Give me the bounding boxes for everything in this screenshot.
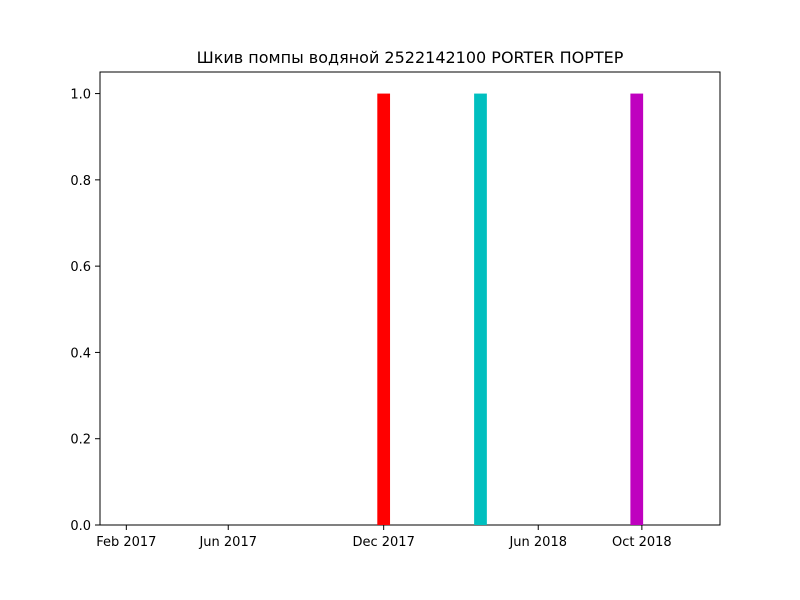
y-axis: 0.0 0.2 0.4 0.6 0.8 1.0 <box>70 88 100 534</box>
y-tick-label-4: 0.8 <box>70 174 91 189</box>
y-tick-label-2: 0.4 <box>70 346 91 361</box>
y-tick-label-0: 0.0 <box>70 519 91 534</box>
bar-2 <box>630 93 644 526</box>
plot-frame <box>99 71 721 526</box>
y-tick-label-1: 0.2 <box>70 433 91 448</box>
x-axis: Feb 2017 Jun 2017 Dec 2017 Jun 2018 Oct 2018 <box>96 525 672 550</box>
y-tick-label-3: 0.6 <box>70 260 91 275</box>
x-tick-label-4: Oct 2018 <box>612 535 672 550</box>
bar-layer <box>377 93 644 526</box>
chart-title: Шкив помпы водяной 2522142100 PORTER ПОР… <box>197 48 624 67</box>
x-tick-label-0: Feb 2017 <box>96 535 156 550</box>
y-tick-label-5: 1.0 <box>70 88 91 103</box>
bar-1 <box>474 93 487 526</box>
bar-0 <box>377 93 391 526</box>
x-tick-label-2: Dec 2017 <box>352 535 414 550</box>
x-tick-label-3: Jun 2018 <box>508 535 567 550</box>
x-tick-label-1: Jun 2017 <box>198 535 257 550</box>
